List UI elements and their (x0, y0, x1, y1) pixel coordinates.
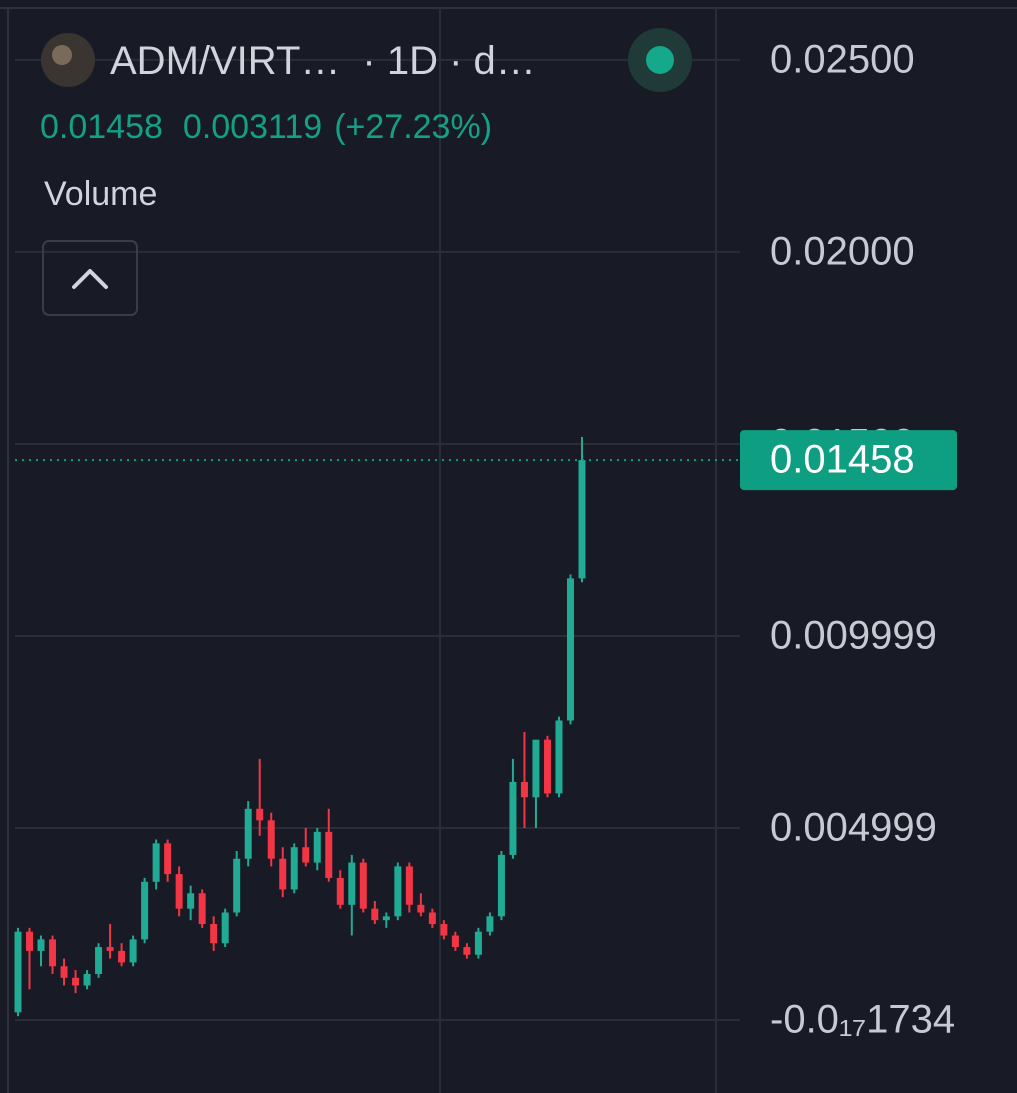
candle-body (313, 831, 321, 863)
candle-body (198, 893, 206, 925)
candle-body (221, 912, 229, 944)
candle-body (256, 808, 264, 821)
price-label-box (740, 430, 957, 491)
y-tick-label: 0.009999 (770, 614, 937, 658)
candle-body (83, 973, 91, 986)
collapse-button[interactable] (42, 240, 138, 316)
candle-body (509, 781, 517, 855)
candle-body (348, 862, 356, 905)
candle-body (555, 720, 563, 794)
candle-body (279, 858, 287, 890)
candle-body (463, 947, 471, 955)
y-tick-label: 0.004999 (770, 806, 937, 850)
candle-body (244, 808, 252, 859)
candle-body (233, 858, 241, 913)
candle-body (164, 843, 172, 875)
candle-body (37, 939, 45, 951)
y-tick-label: 0.02000 (770, 229, 915, 273)
price-header: 0.01458 0.003119 (+27.23%) (40, 108, 492, 146)
candle-body (532, 739, 540, 798)
chevron-icon (72, 269, 108, 289)
grid (15, 58, 740, 1022)
change-percent: (+27.23%) (334, 108, 492, 146)
candle-body (152, 843, 160, 882)
candle-body (210, 924, 218, 944)
candle-body (497, 854, 505, 917)
candle-body (187, 893, 195, 909)
candle-body (417, 904, 425, 913)
candle-body (118, 950, 126, 963)
candle-body (267, 820, 275, 859)
candle-body (486, 916, 494, 932)
candle-body (175, 874, 183, 909)
candle-body (440, 924, 448, 936)
header-title: ADM/VIRT… · 1D · d… (110, 39, 536, 83)
change: 0.003119 (183, 108, 322, 146)
avatar-detail (52, 45, 72, 65)
candle-body (325, 831, 333, 878)
candle-body (394, 866, 402, 917)
candle-body (520, 781, 528, 798)
candle-body (290, 847, 298, 890)
indicator-label: Volume (44, 175, 157, 213)
price: 0.01458 (40, 108, 163, 146)
candle-body (543, 739, 551, 794)
candle-body (129, 939, 137, 963)
candle-body (141, 881, 149, 940)
candle-body (95, 947, 103, 974)
candle-body (566, 578, 574, 721)
candle-body (49, 939, 57, 967)
candle-body (60, 966, 68, 978)
price-tag: 0.01458 (15, 430, 957, 491)
candle-body (382, 916, 390, 921)
candle-body (578, 460, 586, 579)
y-tick-label: 0.02500 (770, 37, 915, 81)
candle-body (405, 866, 413, 905)
candle-body (428, 912, 436, 925)
candle-body (474, 931, 482, 955)
candle-body (26, 931, 34, 951)
status-dot (646, 46, 674, 74)
price-label: 0.01458 (770, 438, 915, 482)
candle-body (451, 935, 459, 948)
candle-body (106, 947, 114, 951)
candle-body (302, 847, 310, 863)
y-tick-label: -0.0₁₇1734 (770, 998, 955, 1042)
interval: · 1D · d… (362, 39, 535, 83)
symbol: ADM/VIRT… (110, 39, 340, 83)
candle-body (359, 862, 367, 909)
candle-body (72, 977, 80, 986)
candles (14, 437, 586, 1017)
candle-body (14, 931, 22, 1013)
candle-body (371, 908, 379, 921)
candle-body (336, 877, 344, 905)
